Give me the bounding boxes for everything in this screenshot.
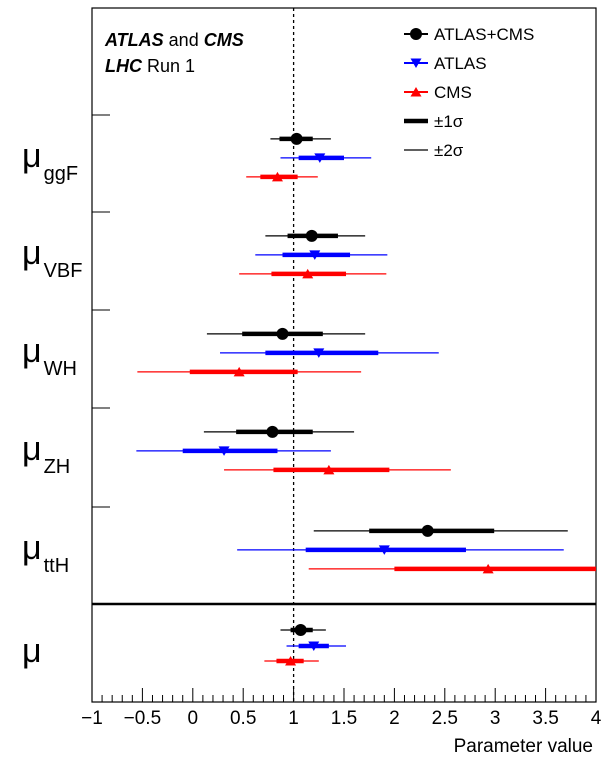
parameter-label: μ ZH — [22, 430, 70, 478]
x-tick-label: 3 — [490, 708, 501, 729]
legend-entry: ATLAS — [404, 54, 487, 73]
point-cms — [239, 268, 387, 279]
central-value-marker — [302, 268, 314, 279]
central-value-marker — [421, 524, 434, 537]
parameter-group-ggf — [246, 132, 372, 182]
central-value-marker — [314, 153, 326, 163]
point-atlas-cms — [270, 132, 331, 145]
central-value-marker — [218, 446, 230, 456]
legend-entry: ±1σ — [404, 112, 464, 131]
parameter-label: μ ttH — [22, 529, 69, 577]
point-atlas-cms — [313, 524, 568, 537]
x-tick-label: 3.5 — [532, 708, 558, 729]
x-axis-label: Parameter value — [454, 736, 593, 757]
legend-label: ATLAS+CMS — [434, 25, 534, 44]
x-tick-label: −0.5 — [124, 708, 162, 729]
parameter-group-zh — [136, 425, 451, 475]
central-value-marker — [323, 464, 335, 475]
point-atlas-cms — [265, 229, 366, 242]
x-tick-label: 1 — [288, 708, 299, 729]
central-value-marker — [313, 348, 325, 358]
legend-swatch-marker — [410, 28, 422, 40]
central-value-marker — [308, 641, 320, 651]
legend-entry: ATLAS+CMS — [404, 25, 534, 44]
central-value-marker — [233, 366, 245, 377]
central-value-marker — [290, 132, 303, 145]
central-value-marker — [294, 624, 307, 636]
data-layer — [136, 132, 596, 666]
legend-entry: CMS — [404, 83, 472, 102]
parameter-group-wh — [137, 327, 439, 377]
annotation-line2: LHC Run 1 — [105, 56, 195, 76]
central-value-marker — [276, 327, 289, 340]
central-value-marker — [309, 250, 321, 260]
annotation: ATLAS and CMS LHC Run 1 — [104, 30, 244, 76]
parameter-label: μ WH — [22, 332, 77, 380]
central-value-marker — [482, 563, 494, 574]
legend-label: CMS — [434, 83, 472, 102]
legend-entry: ±2σ — [404, 141, 464, 160]
point-atlas-cms — [206, 327, 366, 340]
point-cms — [137, 366, 362, 377]
point-atlas — [255, 250, 388, 260]
annotation-line1: ATLAS and CMS — [104, 30, 244, 50]
parameter-group-tth — [237, 524, 596, 574]
point-atlas — [136, 446, 331, 456]
x-tick-label: 2.5 — [432, 708, 458, 729]
central-value-marker — [378, 545, 390, 555]
point-atlas — [237, 545, 564, 555]
legend-label: ±2σ — [434, 141, 464, 160]
point-cms — [308, 563, 596, 574]
parameter-label: μ VBF — [22, 234, 83, 282]
point-cms — [264, 656, 319, 666]
x-tick-label: 0 — [188, 708, 199, 729]
x-tick-label: −1 — [81, 708, 103, 729]
parameter-labels: μ ggF μ VBF μ WH μ ZH μ ttH μ — [22, 137, 83, 670]
central-value-marker — [271, 171, 283, 182]
point-cms — [224, 464, 451, 475]
axis-ticks: −1 −0.5 0 0.5 1 1.5 2 2.5 3 3.5 4 — [81, 688, 602, 729]
point-atlas — [286, 641, 347, 651]
legend-swatch-marker — [410, 58, 422, 68]
parameter-label: μ — [22, 632, 42, 670]
central-value-marker — [285, 656, 297, 666]
parameter-group-vbf — [239, 229, 388, 279]
central-value-marker — [266, 425, 279, 438]
point-atlas-cms — [203, 425, 355, 438]
point-atlas — [280, 153, 372, 163]
legend: ATLAS+CMS ATLAS CMS ±1σ ±2σ — [404, 25, 534, 160]
legend-swatch-marker — [410, 87, 422, 97]
point-cms — [246, 171, 318, 182]
legend-label: ATLAS — [434, 54, 487, 73]
x-tick-label: 0.5 — [230, 708, 256, 729]
parameter-group-mu — [264, 624, 347, 666]
point-atlas-cms — [280, 624, 326, 636]
x-tick-label: 1.5 — [331, 708, 357, 729]
central-value-marker — [305, 229, 318, 242]
point-atlas — [220, 348, 439, 358]
parameter-label: μ ggF — [22, 137, 78, 185]
legend-label: ±1σ — [434, 112, 464, 131]
x-tick-label: 2 — [389, 708, 400, 729]
x-tick-label: 4 — [591, 708, 602, 729]
